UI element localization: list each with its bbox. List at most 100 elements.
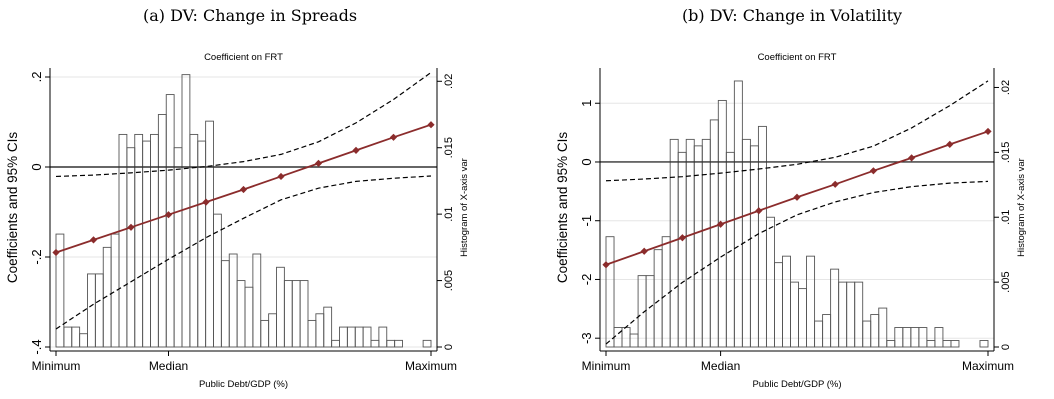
estimate-marker [602, 261, 610, 269]
histogram-bar [701, 138, 711, 348]
histogram-bar [838, 281, 848, 348]
histogram-bar [902, 327, 912, 348]
y-tick-label: 1 [579, 100, 594, 107]
histogram-bar [862, 320, 872, 348]
estimate-marker [239, 185, 248, 194]
histogram-bar [926, 340, 936, 348]
histogram-bar [733, 80, 743, 348]
chart-title: Coefficient on FRT [758, 52, 837, 63]
histogram-bar [822, 314, 832, 348]
histogram-bar [605, 236, 615, 348]
x-tick-label: Maximum [405, 359, 457, 373]
histogram-bar [276, 266, 285, 348]
estimate-marker [755, 207, 763, 215]
histogram-bar [220, 260, 230, 348]
histogram-bar [79, 333, 88, 348]
histogram-bar [87, 273, 96, 348]
histogram-bar [878, 307, 888, 348]
histogram-bar [260, 319, 270, 348]
y2-tick-label: 0 [1000, 344, 1012, 350]
y-axis-label: Coefficients and 95% CIs [555, 132, 570, 284]
y2-tick-label: .01 [1000, 210, 1012, 225]
estimate-marker [946, 140, 954, 148]
histogram-bar [378, 326, 388, 348]
histogram-bar [386, 339, 396, 348]
x-axis-label: Public Debt/GDP (%) [199, 379, 288, 390]
histogram-bar [331, 339, 340, 348]
histogram-bar [323, 306, 333, 348]
histogram-bar [653, 249, 663, 348]
histogram-bar [942, 340, 952, 348]
estimate-marker [314, 159, 323, 167]
histogram-bar [71, 326, 81, 348]
histogram-bar [370, 339, 380, 348]
histogram-bar [918, 327, 928, 348]
histogram-bar [669, 138, 679, 348]
x-tick-label: Minimum [32, 359, 81, 373]
chart-panel-b: (b) DV: Change in Volatility -3 -2 -1 0 1 0 .0… [530, 0, 1054, 399]
estimate-marker [89, 236, 98, 244]
estimate-marker [831, 180, 839, 188]
histogram-bar [910, 327, 920, 348]
estimate-marker [389, 133, 398, 141]
histogram-bar [757, 125, 767, 348]
estimate-marker [427, 121, 435, 129]
estimate-marker [52, 248, 60, 257]
histogram-bar [354, 326, 364, 348]
histogram-bar [814, 320, 824, 348]
histogram-bar [236, 280, 246, 348]
x-tick-label: Median [149, 359, 188, 373]
histogram-bar [346, 326, 356, 348]
histogram-bar [252, 253, 262, 348]
histogram-bar [645, 275, 655, 348]
histogram-bar [765, 216, 775, 348]
histogram-bar [950, 340, 960, 348]
estimate-marker [352, 146, 360, 154]
histogram-bar [205, 120, 214, 348]
estimate-marker [869, 167, 877, 175]
histogram-bar [315, 313, 325, 348]
y-tick-label: 0 [579, 158, 594, 165]
histogram-bar [299, 280, 309, 348]
histogram-bar [213, 213, 222, 348]
histogram-bar [339, 326, 348, 348]
y-tick-label: 0 [29, 163, 44, 170]
estimate-marker [640, 247, 648, 255]
histogram-bar [394, 339, 403, 348]
y2-tick-label: .015 [1000, 142, 1012, 163]
histogram-bar [854, 281, 864, 348]
histogram-bar [268, 313, 277, 348]
histogram-bar [870, 314, 880, 348]
estimate-marker [202, 198, 210, 206]
histogram-bar [621, 327, 631, 348]
y2-axis-label: Histogram of X-axis var [1016, 158, 1027, 257]
histogram-bar [830, 268, 840, 348]
histogram-bar [661, 236, 671, 348]
histogram-bar [806, 255, 816, 348]
y2-tick-label: .005 [443, 270, 455, 291]
histogram-bar [291, 280, 301, 348]
ci-lower-line [605, 180, 989, 345]
panel-caption: (a) DV: Change in Spreads [142, 6, 358, 25]
y-tick-label: -3 [579, 332, 594, 344]
estimate-marker [678, 234, 686, 242]
estimate-marker [164, 211, 173, 219]
histogram-bar [228, 253, 238, 348]
histogram-bar [886, 340, 896, 348]
histogram-bar [685, 138, 695, 348]
ci-upper-line [55, 72, 432, 178]
histogram-bar [165, 94, 175, 348]
ci-lower-line [55, 175, 432, 330]
histogram-bar [629, 333, 639, 348]
histogram-bar [709, 119, 719, 348]
chart-spreads: -.4 -.2 0 .2 0 .005 .01 .015 .02 Minimum Median Max… [5, 52, 470, 390]
histogram-bar [725, 151, 735, 348]
y2-tick-label: .005 [1000, 271, 1012, 292]
histogram-bar [157, 114, 167, 348]
histogram-bar [94, 273, 104, 348]
y2-tick-label: .02 [443, 74, 455, 89]
histogram-bar [63, 326, 73, 348]
histogram-bar [307, 319, 317, 348]
chart-panel-a: (a) DV: Change in Spreads -.4 -.2 0 .2 0 .005… [0, 0, 500, 399]
histogram-bar [173, 147, 183, 348]
